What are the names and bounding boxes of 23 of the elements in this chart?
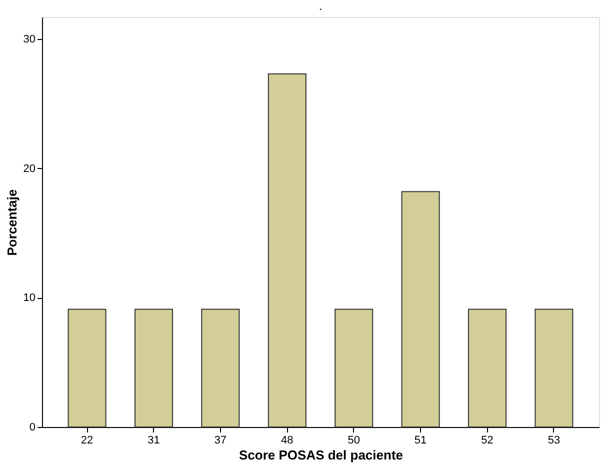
chart-title: . [318,0,322,13]
x-tick-label: 53 [548,434,560,446]
y-tick-label: 0 [29,422,36,434]
y-tick-label: 10 [23,292,36,304]
y-tick-label: 30 [23,33,36,46]
bar [534,308,574,428]
y-axis-title: Porcentaje [4,189,20,256]
bar [268,73,306,428]
x-tick-label: 50 [348,434,360,446]
y-tick-label: 20 [23,162,36,175]
x-tick-label: 52 [481,434,494,446]
bar [401,191,440,428]
x-tick-label: 31 [148,434,160,446]
x-tick-label: 37 [214,434,227,446]
bar [334,308,374,428]
bar [201,308,240,428]
x-tick-label: 48 [281,434,294,446]
x-tick-label: 22 [80,434,94,446]
bar [68,308,106,428]
bar [468,308,507,428]
x-tick-label: 51 [414,434,427,446]
x-axis-title: Score POSAS del paciente [238,448,404,462]
bar [134,308,173,428]
